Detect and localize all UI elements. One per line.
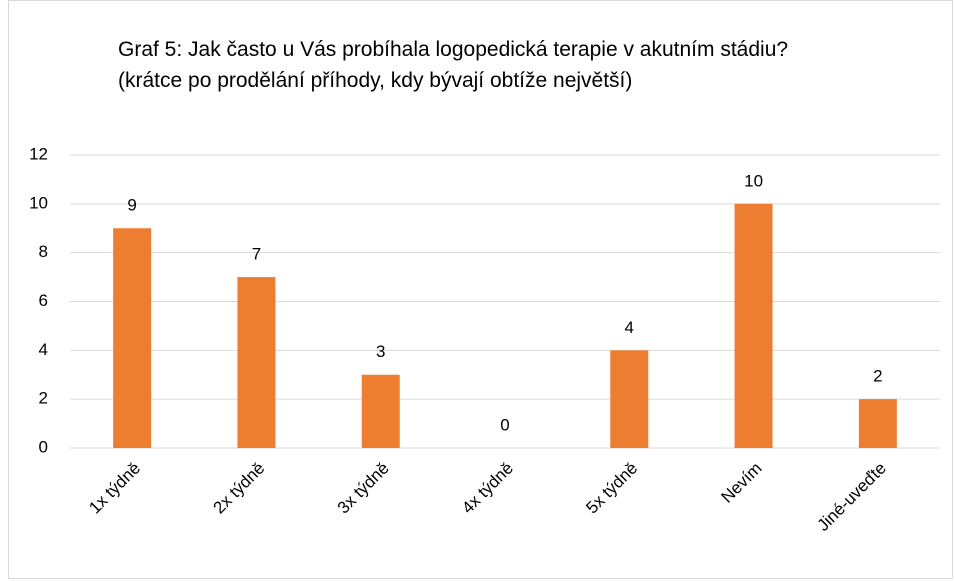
bar	[610, 350, 649, 448]
y-tick-label: 10	[29, 193, 48, 212]
bar	[734, 203, 773, 448]
y-tick-label: 2	[39, 389, 48, 408]
y-tick-label: 8	[39, 242, 48, 261]
bar	[113, 228, 152, 448]
x-tick-label: 3x týdně	[334, 459, 393, 518]
x-tick-label: 2x týdně	[210, 459, 269, 518]
x-tick-label: 4x týdně	[458, 459, 517, 518]
y-tick-label: 6	[39, 291, 48, 310]
data-label: 3	[376, 342, 385, 361]
x-tick-label: 1x týdně	[85, 459, 144, 518]
data-label: 9	[127, 196, 136, 215]
x-tick-label: 5x týdně	[582, 459, 641, 518]
data-label: 0	[500, 415, 509, 434]
y-tick-label: 4	[39, 340, 48, 359]
data-label: 10	[744, 171, 763, 190]
chart-title: Graf 5: Jak často u Vás probíhala logope…	[118, 38, 789, 92]
bar	[858, 399, 897, 448]
data-label: 2	[873, 367, 882, 386]
x-tick-label: Jiné-uveďte	[814, 459, 890, 535]
bar	[237, 277, 276, 448]
data-label: 4	[625, 318, 634, 337]
y-tick-label: 12	[29, 144, 48, 163]
x-tick-label: Nevím	[717, 459, 765, 507]
bar	[361, 374, 400, 448]
data-label: 7	[252, 245, 261, 264]
chart-frame	[8, 0, 953, 579]
y-tick-label: 0	[39, 437, 48, 456]
